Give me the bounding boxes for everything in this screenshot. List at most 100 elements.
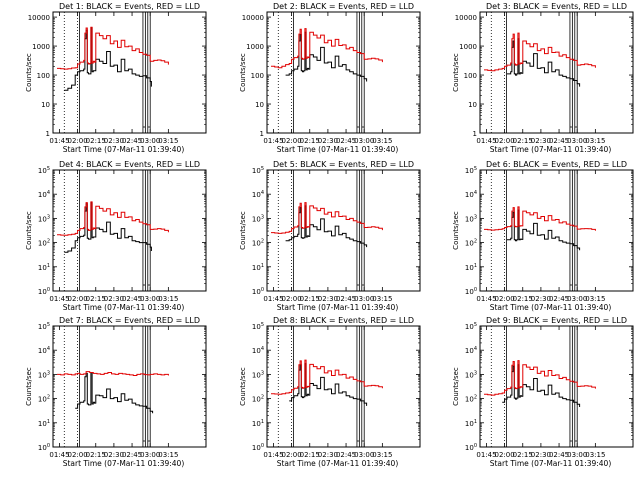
x-tick-label: 02:45 [336,137,356,145]
series-line-events [64,27,152,91]
y-tick-label: 104 [38,190,50,199]
series-line-lld [57,26,169,70]
y-tick-label: 10000 [28,14,50,22]
plot-frame [52,11,207,134]
y-axis-label: Counts/sec [239,53,247,92]
x-tick-label: 02:00 [282,451,302,459]
x-tick-label: 03:15 [585,295,605,303]
x-axis-label: Start Time (07-Mar-11 01:39:40) [63,145,185,154]
y-tick-label: 1 [473,130,477,138]
x-tick-label: 03:00 [140,295,160,303]
detector-panel-7: 100 101 102 103 104 105 01:4502:0002:1502:3002… [25,316,207,468]
y-tick-label: 105 [465,166,477,175]
y-axis-label: Counts/sec [25,53,33,92]
y-tick-label: 100 [37,72,50,80]
y-tick-label: 1000 [32,43,50,51]
series-line-lld [57,201,169,236]
x-tick-label: 02:45 [122,451,142,459]
x-tick-label: 02:45 [549,451,569,459]
x-tick-label: 01:45 [476,295,496,303]
x-tick-label: 03:15 [158,295,178,303]
plot-frame [479,169,634,292]
x-tick-label: 02:15 [300,137,320,145]
x-tick-label: 01:45 [263,137,283,145]
y-tick-label: 105 [38,166,50,175]
y-tick-label: 102 [252,395,264,404]
x-tick-label: 01:45 [263,451,283,459]
y-tick-label: 103 [252,214,264,223]
plot-frame [479,11,634,134]
x-tick-label: 02:00 [495,451,515,459]
y-tick-label: 101 [252,263,264,272]
y-tick-label: 105 [252,322,264,331]
x-tick-label: 02:30 [104,451,124,459]
series-line-lld [484,32,596,72]
plot-frame [52,169,207,292]
y-tick-label: 10 [255,101,264,109]
x-tick-label: 03:15 [372,451,392,459]
x-tick-label: 02:45 [336,451,356,459]
y-tick-label: 104 [465,190,477,199]
x-tick-label: 02:45 [549,137,569,145]
series-line-events [507,209,581,251]
series-line-lld [271,202,383,234]
y-tick-label: 10 [41,101,50,109]
y-tick-label: 100 [252,443,264,452]
x-tick-label: 03:15 [372,295,392,303]
y-tick-label: 1000 [459,43,477,51]
y-tick-label: 100 [252,287,264,296]
series-line-events [75,372,154,414]
y-tick-label: 10000 [242,14,264,22]
x-tick-label: 03:00 [567,295,587,303]
x-axis-label: Start Time (07-Mar-11 01:39:40) [63,459,185,468]
plot-frame [52,325,207,448]
y-tick-label: 102 [38,239,50,248]
x-tick-label: 03:00 [354,295,374,303]
x-tick-label: 03:15 [158,137,178,145]
series-line-events [502,364,581,407]
x-tick-label: 01:45 [476,137,496,145]
x-tick-label: 02:30 [531,137,551,145]
detector-panel-4: 100 101 102 103 104 105 01:4502:0002:1502:3002… [25,160,207,312]
y-axis-label: Counts/sec [452,53,460,92]
x-tick-label: 02:30 [318,137,338,145]
y-tick-label: 101 [465,419,477,428]
y-axis-label: Counts/sec [239,211,247,250]
y-axis-label: Counts/sec [25,211,33,250]
x-tick-label: 02:00 [68,137,88,145]
detector-panel-8: 100 101 102 103 104 105 01:4502:0002:1502:3002… [239,316,421,468]
y-tick-label: 1000 [246,43,264,51]
x-tick-label: 03:00 [567,451,587,459]
detector-panel-6: 100 101 102 103 104 105 01:4502:0002:1502:3002… [452,160,634,312]
x-tick-label: 02:30 [104,295,124,303]
x-axis-label: Start Time (07-Mar-11 01:39:40) [277,145,399,154]
x-tick-label: 02:15 [513,451,533,459]
y-tick-label: 102 [465,239,477,248]
series-line-lld [484,206,596,231]
y-tick-label: 103 [252,370,264,379]
plot-frame [266,11,421,134]
x-tick-label: 02:45 [122,137,142,145]
panel-title: Det 4: BLACK = Events, RED = LLD [59,160,200,169]
x-tick-label: 02:15 [300,451,320,459]
detector-panel-1: 1 10 100 1000 10000 01:4502:0002:1502:3002:45… [25,2,207,154]
y-tick-label: 100 [38,287,50,296]
y-tick-label: 105 [252,166,264,175]
x-tick-label: 01:45 [263,295,283,303]
y-tick-label: 101 [38,419,50,428]
y-tick-label: 10000 [455,14,477,22]
y-axis-label: Counts/sec [452,367,460,406]
x-tick-label: 02:15 [86,451,106,459]
plot-frame [266,169,421,292]
y-tick-label: 100 [465,443,477,452]
x-tick-label: 02:30 [104,137,124,145]
series-line-events [289,363,368,406]
x-tick-label: 02:15 [86,295,106,303]
x-axis-label: Start Time (07-Mar-11 01:39:40) [490,459,612,468]
detector-panel-9: 100 101 102 103 104 105 01:4502:0002:1502:3002… [452,316,634,468]
y-tick-label: 1 [260,130,264,138]
x-tick-label: 02:15 [513,137,533,145]
y-tick-label: 103 [465,370,477,379]
x-tick-label: 02:15 [513,295,533,303]
y-tick-label: 100 [251,72,264,80]
